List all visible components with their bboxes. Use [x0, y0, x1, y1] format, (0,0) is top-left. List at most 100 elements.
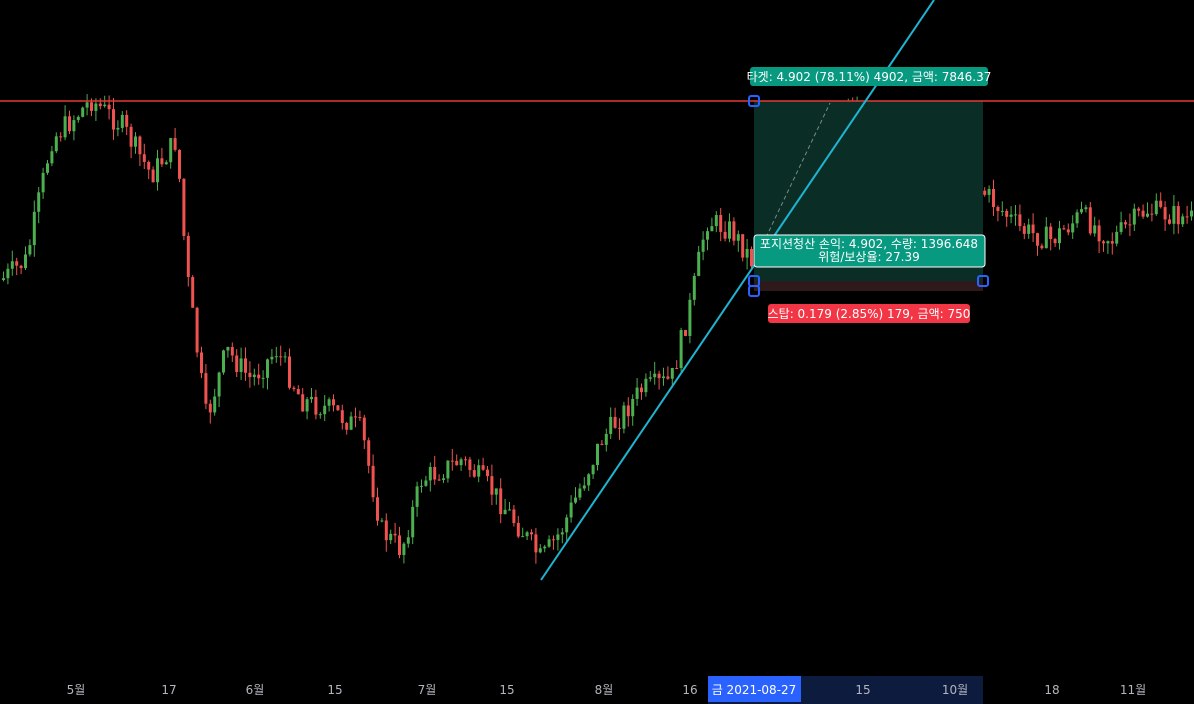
target-handle[interactable]	[748, 95, 760, 107]
candle-body	[200, 352, 203, 374]
candle-body	[354, 416, 357, 418]
candle-body	[499, 488, 503, 515]
candle-body	[1115, 231, 1119, 244]
candle-body	[565, 517, 569, 533]
candle-body	[635, 387, 639, 399]
candle-body	[1031, 224, 1035, 234]
candle-body	[609, 416, 613, 434]
candle-body	[54, 136, 58, 152]
candle-body	[90, 102, 93, 111]
candle-body	[697, 251, 701, 276]
target-label: 타겟: 4.902 (78.11%) 4902, 금액: 7846.37	[747, 70, 992, 84]
candle-body	[494, 488, 498, 495]
candle-body	[666, 376, 670, 379]
candle-body	[314, 396, 318, 415]
candle-body	[512, 509, 516, 523]
candle-body	[706, 231, 709, 240]
candle-body	[28, 245, 32, 255]
candle-body	[521, 536, 525, 538]
candle-body	[591, 465, 595, 475]
candle-body	[230, 346, 234, 356]
candle-body	[437, 479, 441, 481]
candle-body	[538, 548, 542, 553]
candle-body	[367, 440, 371, 466]
candle-body	[613, 416, 617, 428]
candle-body	[371, 465, 375, 498]
trend-line[interactable]	[540, 0, 935, 581]
candle-body	[182, 178, 186, 236]
candle-body	[46, 163, 49, 173]
candle-body	[455, 460, 459, 466]
candle-body	[428, 466, 432, 481]
candle-body	[239, 358, 243, 372]
candle-body	[1044, 226, 1048, 249]
candle-body	[1009, 214, 1013, 217]
candle-body	[411, 506, 415, 538]
candle-body	[305, 399, 309, 412]
candle-body	[406, 537, 410, 544]
candle-body	[1066, 229, 1070, 233]
axis-tick-label: 15	[327, 683, 342, 697]
stop-zone[interactable]	[754, 281, 983, 291]
candle-body	[63, 116, 67, 138]
candle-body	[547, 539, 551, 547]
candle-body	[1102, 241, 1105, 244]
candle-body	[15, 261, 19, 266]
candle-body	[560, 532, 564, 535]
candle-body	[208, 403, 212, 413]
candle-body	[1080, 209, 1083, 213]
candle-body	[1027, 224, 1031, 234]
candle-body	[728, 221, 731, 239]
candle-body	[490, 476, 494, 495]
candle-body	[261, 377, 265, 379]
candle-body	[226, 346, 230, 351]
candle-body	[116, 127, 120, 130]
candle-body	[129, 126, 133, 147]
candle-body	[156, 158, 159, 183]
candle-body	[195, 307, 199, 353]
candle-body	[120, 114, 124, 128]
candle-body	[1154, 200, 1158, 215]
candle-body	[508, 509, 511, 511]
candle-body	[644, 378, 648, 393]
candle-body	[684, 330, 687, 336]
candle-body	[380, 520, 384, 522]
candle-body	[1124, 222, 1127, 225]
candle-body	[446, 460, 450, 479]
axis-tick-label: 10월	[942, 683, 968, 697]
candle-body	[191, 277, 195, 308]
candle-body	[362, 417, 366, 441]
time-axis[interactable]: 금 2021-08-27 5월 17 6월 15 7월 15 8월 16 15 10월 18 11월	[67, 676, 1147, 704]
candle-body	[1159, 200, 1163, 208]
candle-body	[662, 376, 665, 379]
candle-body	[1022, 226, 1026, 234]
candle-body	[1075, 212, 1079, 224]
axis-tick-label: 16	[682, 683, 697, 697]
candle-body	[996, 207, 1000, 211]
axis-tick-label: 15	[499, 683, 514, 697]
candle-body	[332, 399, 335, 406]
candle-body	[640, 387, 643, 393]
candle-body	[1062, 228, 1066, 230]
candle-body	[1168, 219, 1171, 224]
candle-body	[477, 465, 481, 477]
candle-body	[723, 231, 727, 239]
candle-body	[10, 261, 14, 269]
candle-body	[1036, 233, 1039, 246]
candle-body	[389, 533, 393, 541]
axis-tick-label: 7월	[418, 683, 437, 697]
candle-body	[81, 107, 85, 117]
width-handle[interactable]	[977, 275, 989, 287]
stop-handle[interactable]	[748, 285, 760, 297]
candle-body	[675, 368, 679, 370]
candle-body	[32, 211, 36, 246]
candle-body	[1097, 225, 1101, 242]
axis-tick-label: 6월	[246, 683, 265, 697]
candle-body	[587, 474, 591, 486]
candle-body	[292, 387, 296, 390]
candle-body	[582, 485, 586, 489]
candle-body	[323, 405, 327, 415]
candle-body	[336, 405, 340, 411]
axis-date-label: 금 2021-08-27	[712, 683, 797, 697]
